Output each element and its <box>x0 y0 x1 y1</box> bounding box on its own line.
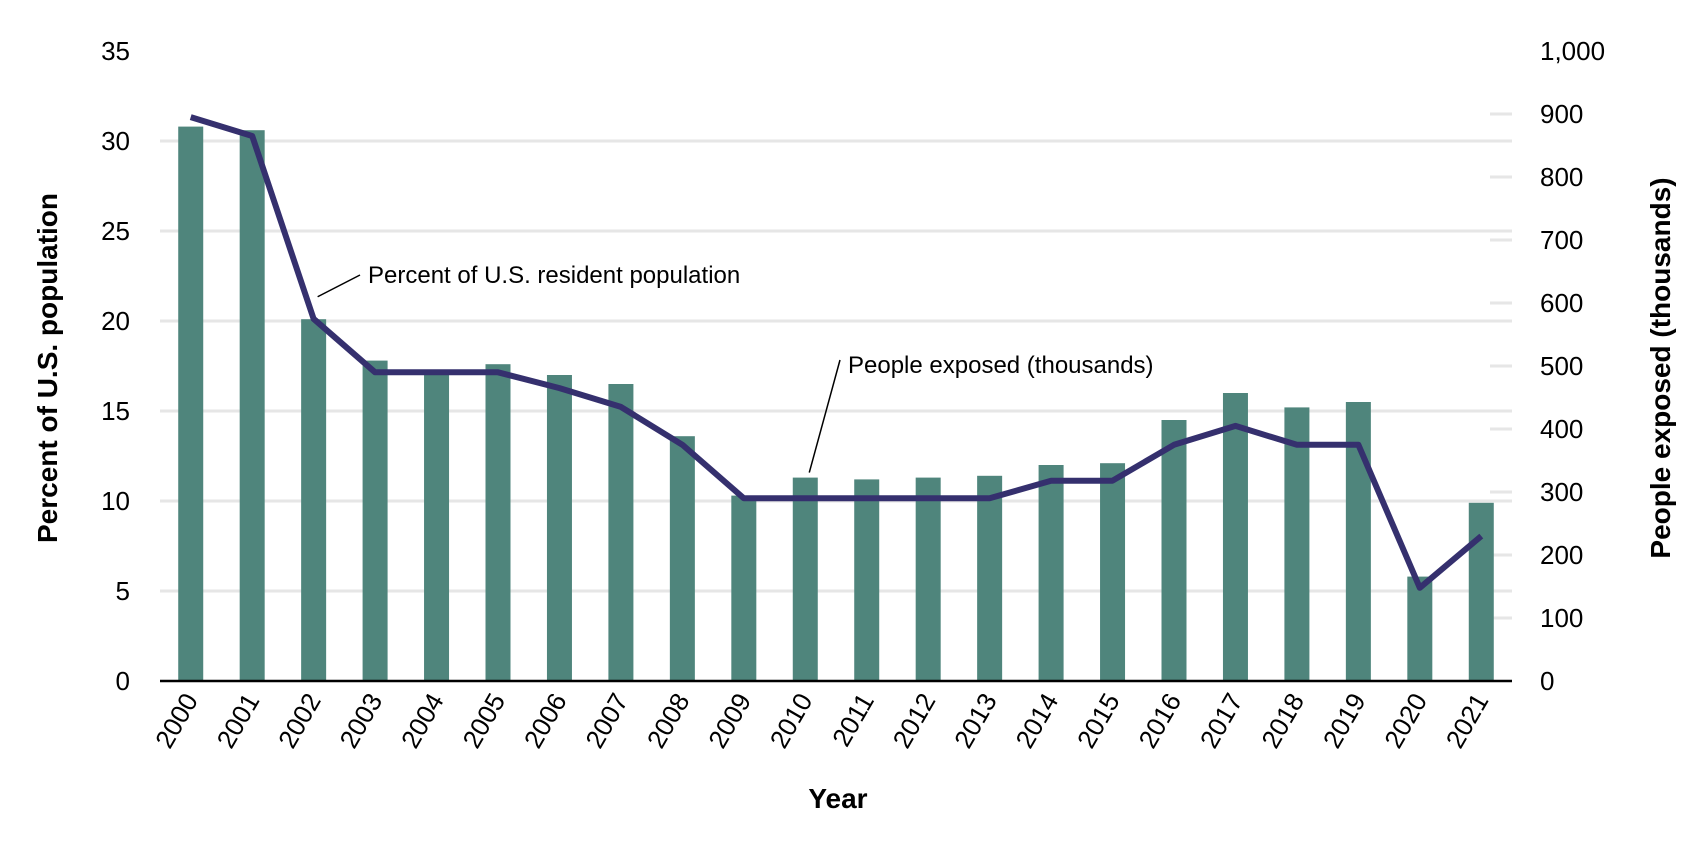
right-y-tick-label: 600 <box>1540 288 1583 318</box>
bar <box>1468 502 1494 681</box>
x-tick-label: 2009 <box>702 688 757 753</box>
bar <box>608 384 634 681</box>
x-tick-label: 2019 <box>1317 688 1372 753</box>
x-axis-title: Year <box>808 783 867 814</box>
x-tick-label: 2020 <box>1378 688 1433 753</box>
bar <box>1100 463 1126 681</box>
bar <box>1407 576 1433 681</box>
bar <box>178 126 204 682</box>
bar <box>1222 393 1248 681</box>
axes: 0 5 10 15 20 25 30 35 0 100 200 300 400 500 600 700 800 9… <box>101 36 1605 753</box>
x-tick-label: 2008 <box>641 688 696 753</box>
x-tick-label: 2002 <box>272 688 327 753</box>
left-y-tick-label: 20 <box>101 306 130 336</box>
bar <box>977 475 1003 681</box>
right-y-tick-label: 500 <box>1540 351 1583 381</box>
bar <box>669 436 695 681</box>
x-tick-label: 2001 <box>210 688 265 753</box>
left-y-tick-label: 15 <box>101 396 130 426</box>
bar <box>1038 465 1064 681</box>
right-y-tick-label: 900 <box>1540 99 1583 129</box>
x-tick-label: 2018 <box>1255 688 1310 753</box>
x-tick-label: 2003 <box>333 688 388 753</box>
left-y-tick-label: 35 <box>101 36 130 66</box>
left-y-tick-label: 10 <box>101 486 130 516</box>
right-y-tick-label: 100 <box>1540 603 1583 633</box>
left-y-tick-label: 25 <box>101 216 130 246</box>
bar <box>792 477 818 681</box>
x-tick-label: 2004 <box>395 688 450 753</box>
x-tick-label: 2006 <box>518 688 573 753</box>
right-y-tick-label: 400 <box>1540 414 1583 444</box>
left-y-axis-title: Percent of U.S. population <box>32 193 63 543</box>
x-tick-label: 2015 <box>1071 688 1126 753</box>
bar <box>731 495 757 681</box>
bar <box>362 360 388 681</box>
bar <box>915 477 941 681</box>
bar <box>1284 407 1310 681</box>
right-y-axis-title: People exposed (thousands) <box>1645 177 1676 558</box>
x-tick-label: 2021 <box>1440 688 1495 753</box>
x-tick-label: 2017 <box>1194 688 1249 753</box>
bar <box>239 130 265 681</box>
x-tick-label: 2010 <box>764 688 819 753</box>
annotation-label: Percent of U.S. resident population <box>368 262 740 289</box>
bar <box>546 375 572 681</box>
left-y-tick-label: 5 <box>116 576 130 606</box>
right-y-tick-label: 1,000 <box>1540 36 1605 66</box>
annotation-leader-line <box>808 359 841 473</box>
x-tick-label: 2005 <box>456 688 511 753</box>
bar-series <box>178 126 1494 682</box>
annotation-label: People exposed (thousands) <box>848 352 1154 379</box>
bar <box>301 319 327 681</box>
right-y-tick-label: 800 <box>1540 162 1583 192</box>
x-tick-label: 2014 <box>1009 688 1064 753</box>
left-y-tick-label: 0 <box>116 666 130 696</box>
bar <box>424 371 450 681</box>
right-y-tick-label: 0 <box>1540 666 1554 696</box>
x-tick-label: 2016 <box>1132 688 1187 753</box>
x-tick-label: 2007 <box>579 688 634 753</box>
bar <box>854 479 880 681</box>
bar <box>485 364 511 681</box>
series-line <box>189 114 1484 591</box>
line-series <box>189 114 1484 591</box>
annotation-leader-line <box>317 274 361 298</box>
right-y-tick-label: 300 <box>1540 477 1583 507</box>
x-tick-label: 2011 <box>826 688 880 751</box>
bar <box>1161 420 1187 681</box>
x-tick-label: 2012 <box>886 688 941 753</box>
right-y-tick-label: 700 <box>1540 225 1583 255</box>
x-tick-label: 2000 <box>149 688 204 753</box>
left-y-tick-label: 30 <box>101 126 130 156</box>
x-tick-label: 2013 <box>948 688 1003 753</box>
annotations: Percent of U.S. resident population Peopl… <box>317 262 1154 473</box>
right-y-tick-label: 200 <box>1540 540 1583 570</box>
